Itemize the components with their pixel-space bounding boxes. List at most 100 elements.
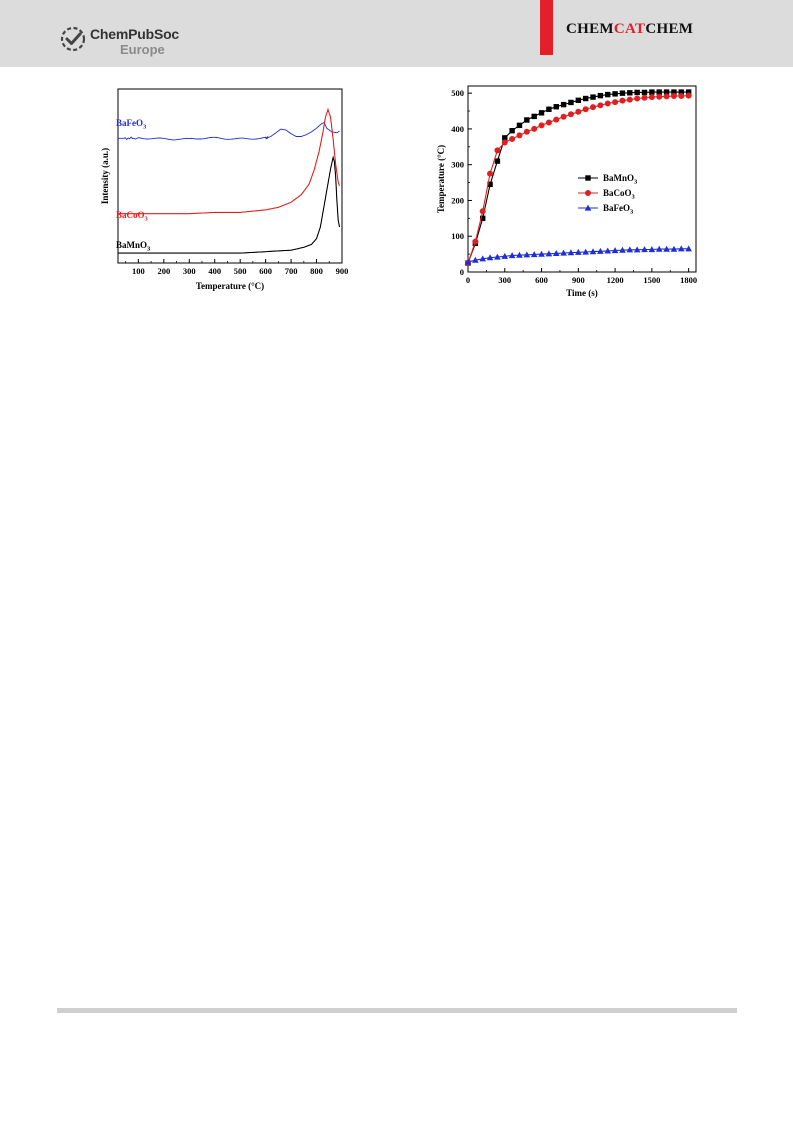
- heating-point-1: [604, 100, 611, 107]
- heating-legend-label-1-base: BaCoO: [603, 188, 632, 198]
- heating-x-tick-label: 1800: [680, 275, 697, 285]
- tpr-series-label-0-base: BaFeO: [116, 118, 143, 128]
- heating-point-0: [612, 91, 618, 97]
- page-header: ChemPubSoc Europe CHEMCATCHEM: [0, 0, 793, 67]
- heating-point-0: [634, 89, 640, 96]
- tpr-series-label-0-subscript: 3: [143, 124, 147, 131]
- heating-legend-label-1-subscript: 3: [632, 194, 636, 201]
- heating-point-0: [582, 95, 589, 102]
- heating-point-1: [538, 122, 545, 129]
- heating-point-1: [619, 97, 626, 104]
- heating-point-1: [641, 94, 648, 101]
- heating-point-0: [480, 215, 486, 222]
- tpr-x-tick-label: 500: [234, 266, 247, 276]
- heating-legend-label-0-base: BaMnO: [603, 173, 634, 183]
- heating-point-1: [494, 147, 501, 154]
- tpr-x-tick-label: 400: [208, 266, 221, 276]
- heating-point-2: [516, 251, 523, 258]
- heating-point-0: [546, 106, 552, 112]
- heating-point-1: [575, 108, 582, 115]
- heating-point-1: [685, 92, 692, 99]
- heating-series-markers-0: [465, 89, 692, 266]
- heating-point-1: [531, 125, 538, 132]
- heating-x-tick-label: 900: [572, 275, 585, 285]
- tpr-series-label-2: BaMnO3: [116, 240, 151, 253]
- heating-point-0: [553, 104, 559, 110]
- heating-point-1: [656, 93, 663, 100]
- heating-point-2: [619, 246, 626, 253]
- heating-point-0: [487, 181, 493, 188]
- heating-legend-label-2-base: BaFeO: [603, 203, 630, 213]
- heating-point-0: [649, 89, 655, 95]
- heating-point-2: [604, 247, 612, 254]
- heating-curve-chart: 0 300 600 900 1200 1500 1800 0 100 200 300 400 500 Ti…: [432, 82, 704, 308]
- heating-point-2: [567, 249, 575, 256]
- tpr-x-tick-label: 100: [132, 266, 145, 276]
- tpr-x-tick-label: 200: [157, 266, 170, 276]
- heating-point-2: [670, 245, 678, 252]
- tpr-series-label-0: BaFeO3: [116, 118, 147, 131]
- heating-curve-chart-svg: 0 300 600 900 1200 1500 1800 0 100 200 300 400 500 Ti…: [436, 85, 697, 298]
- heating-point-2: [641, 246, 648, 253]
- heating-point-1: [487, 170, 494, 177]
- heating-point-2: [494, 253, 501, 260]
- journal-accent-bar: [540, 0, 553, 55]
- heating-y-tick-label: 400: [451, 124, 464, 134]
- heating-point-1: [612, 99, 619, 106]
- publisher-logo: ChemPubSoc Europe: [60, 24, 220, 60]
- heating-y-tick-label: 0: [460, 267, 464, 277]
- heating-legend-marker-0: [585, 175, 591, 181]
- journal-title-part-1: CHEM: [566, 21, 614, 37]
- heating-x-tick-label: 0: [466, 275, 470, 285]
- heating-point-2: [472, 256, 479, 263]
- tpr-x-tick-label: 600: [259, 266, 272, 276]
- heating-point-0: [656, 89, 662, 95]
- journal-title-part-3: CHEM: [645, 21, 694, 37]
- heating-point-0: [685, 89, 692, 95]
- heating-point-0: [538, 110, 545, 116]
- tpr-chart: 100 200 300 400 500 600 700 800 900 Temperature (…: [98, 85, 360, 307]
- publisher-subtitle: Europe: [120, 42, 165, 57]
- heating-point-1: [509, 135, 516, 142]
- heating-point-1: [670, 93, 677, 100]
- heating-point-2: [648, 246, 656, 253]
- heating-point-2: [575, 248, 582, 255]
- heating-legend-marker-1: [585, 190, 591, 196]
- heating-legend-label-2: BaFeO3: [603, 203, 634, 216]
- heating-point-0: [509, 128, 515, 134]
- heating-point-1: [523, 128, 530, 135]
- heating-point-0: [627, 90, 633, 96]
- publisher-name: ChemPubSoc: [90, 26, 180, 42]
- heating-point-2: [560, 249, 567, 256]
- heating-point-2: [663, 245, 670, 252]
- heating-point-1: [479, 208, 486, 215]
- tpr-series-label-1-subscript: 3: [145, 216, 149, 223]
- tpr-series-line-1: [118, 107, 340, 215]
- heating-point-1: [678, 93, 685, 100]
- heating-point-1: [663, 93, 670, 100]
- heating-point-2: [626, 246, 634, 253]
- tpr-series-line-0: [118, 122, 340, 141]
- tpr-x-tick-label: 800: [310, 266, 323, 276]
- heating-y-tick-label: 100: [451, 231, 464, 241]
- heating-point-0: [671, 89, 677, 95]
- heating-point-2: [508, 252, 516, 259]
- heating-point-2: [677, 245, 685, 252]
- heating-point-0: [524, 117, 530, 123]
- tpr-series-label-1: BaCoO3: [116, 210, 149, 223]
- tpr-series-line-2: [118, 155, 341, 254]
- heating-point-2: [552, 250, 560, 256]
- heating-point-0: [678, 89, 684, 95]
- heating-point-2: [589, 248, 597, 255]
- heating-x-tick-label: 1200: [607, 275, 624, 285]
- heating-point-1: [626, 96, 633, 103]
- journal-title-part-2: CAT: [613, 21, 646, 37]
- heating-point-0: [502, 135, 508, 141]
- heating-series-line-1: [467, 95, 689, 264]
- heating-point-1: [472, 238, 479, 245]
- heating-point-1: [516, 132, 523, 139]
- heating-point-0: [494, 158, 501, 164]
- heating-point-1: [553, 116, 560, 123]
- heating-legend-label-2-subscript: 3: [630, 209, 634, 216]
- heating-point-0: [575, 97, 582, 104]
